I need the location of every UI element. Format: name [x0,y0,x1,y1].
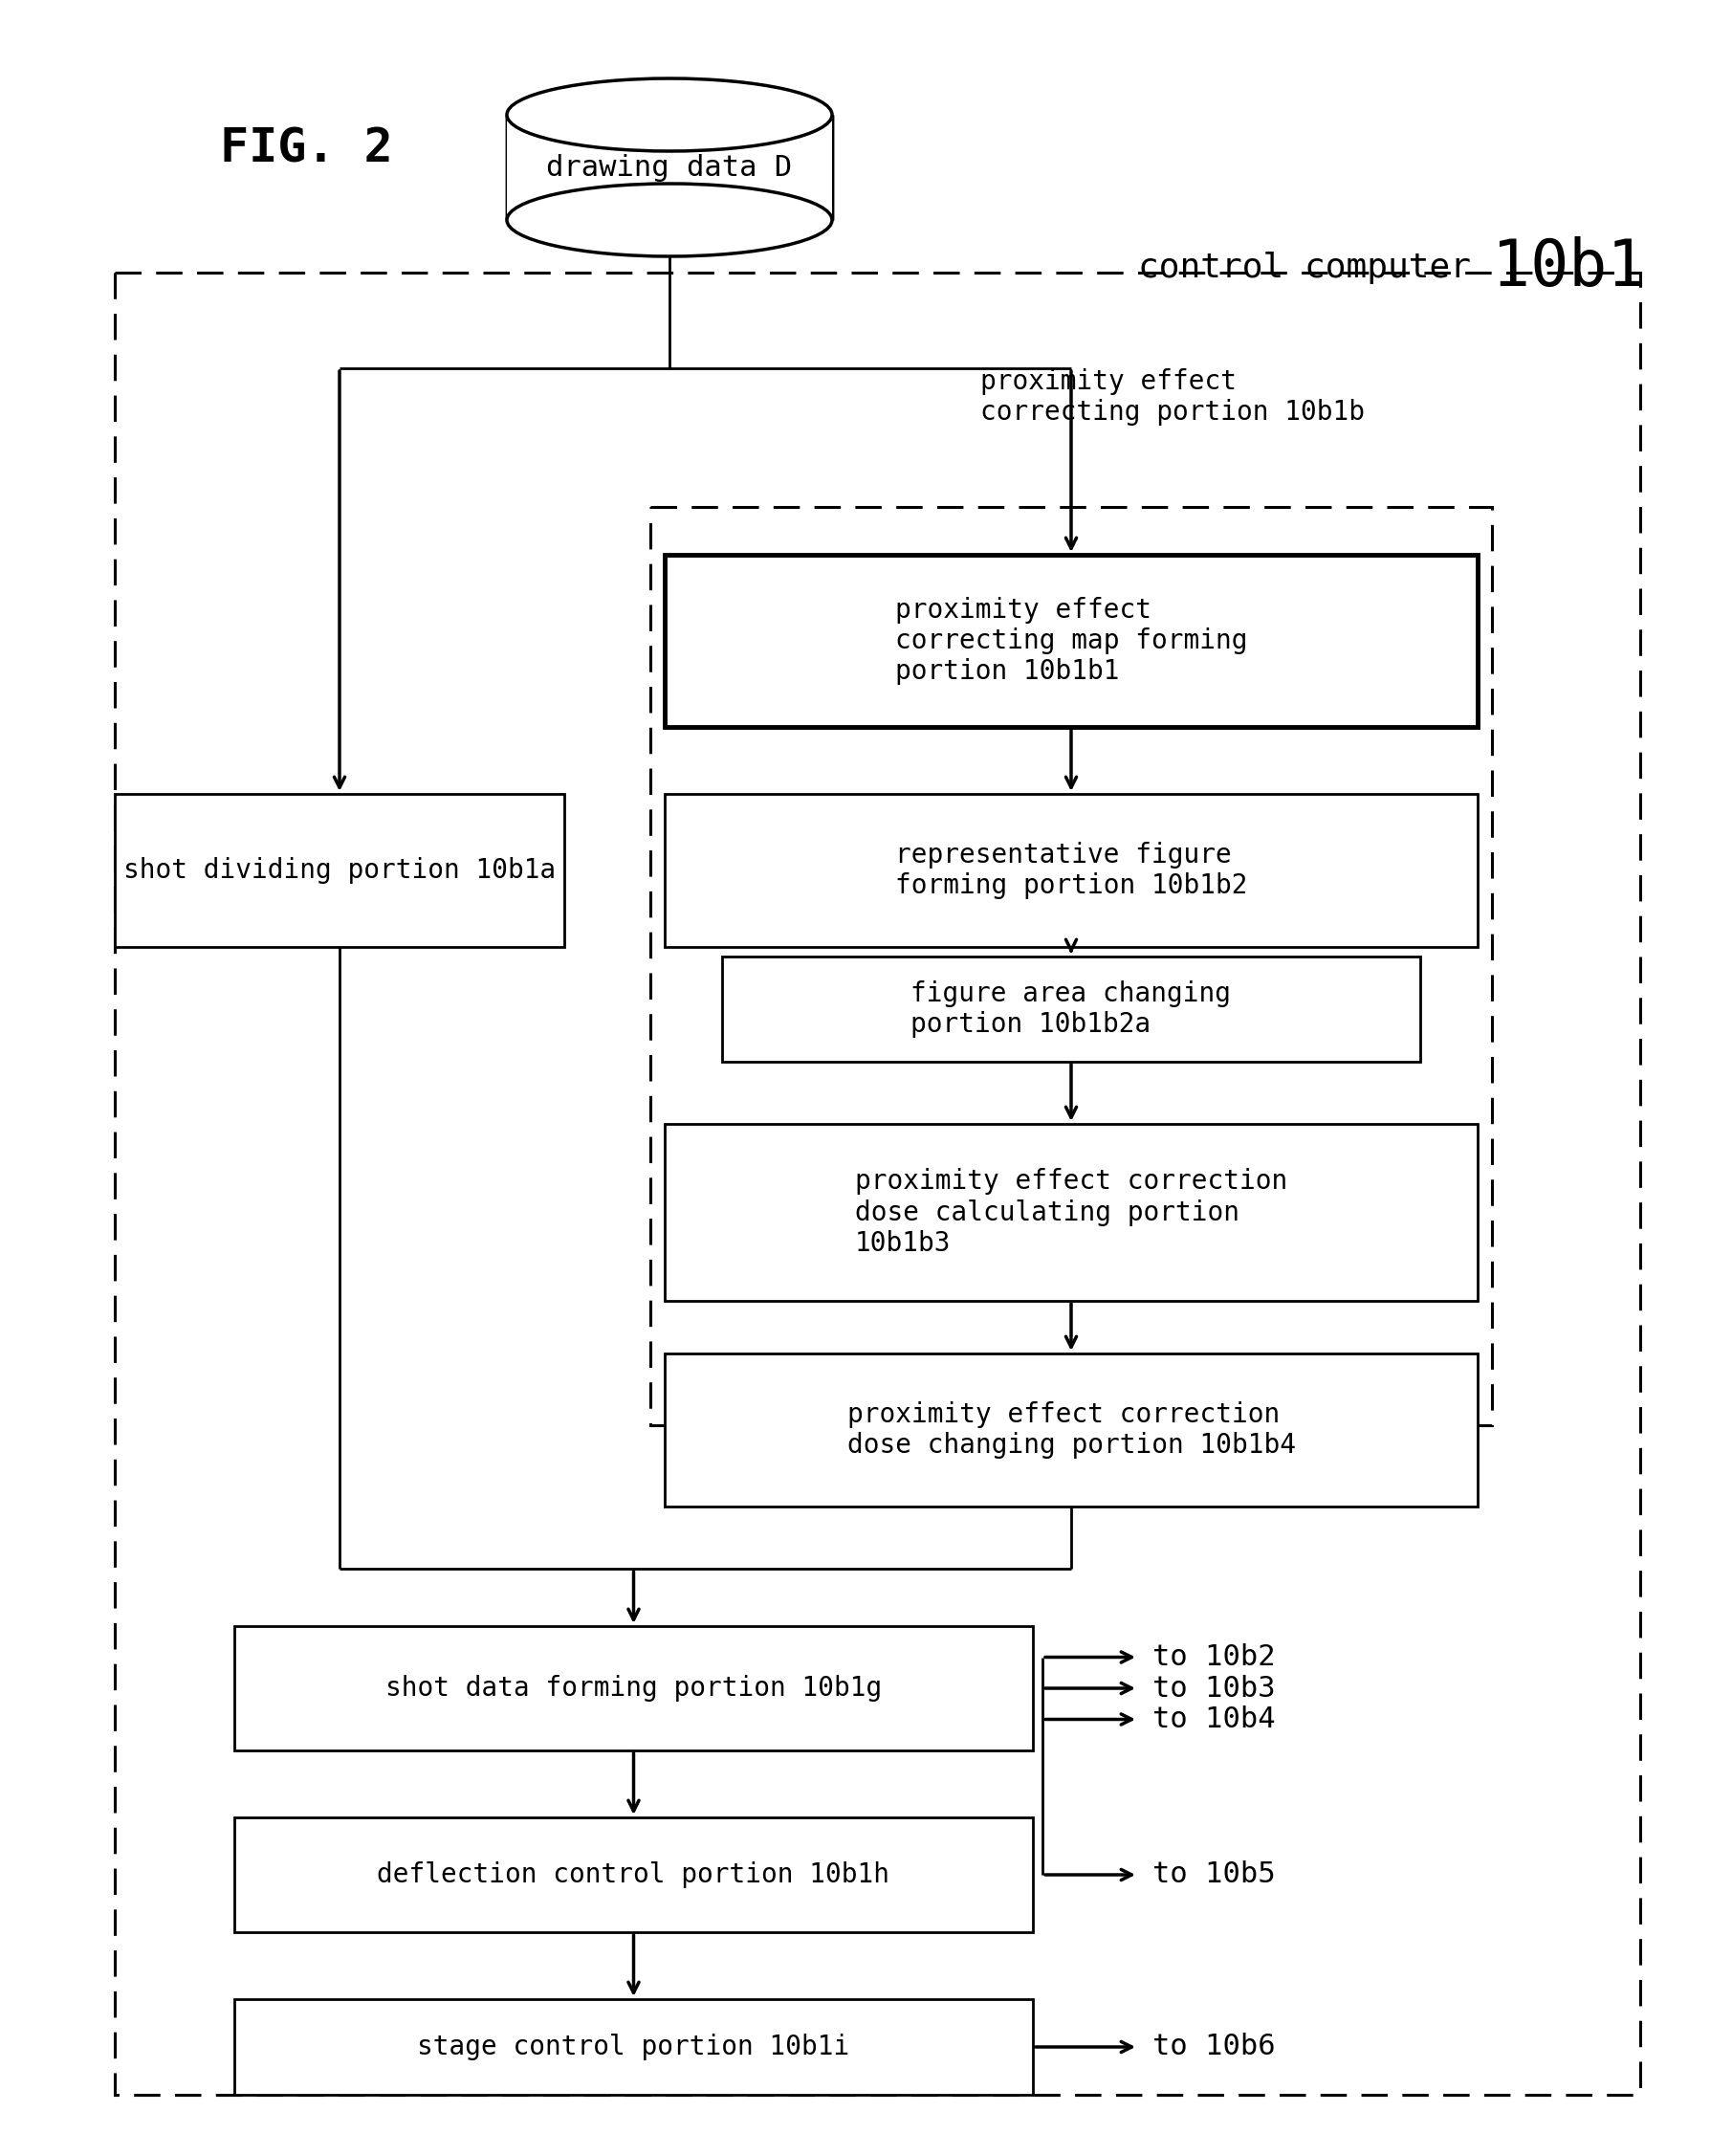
Text: drawing data D: drawing data D [547,153,793,181]
FancyBboxPatch shape [722,957,1420,1061]
Ellipse shape [507,183,831,257]
Text: to 10b2: to 10b2 [1152,1643,1275,1671]
FancyBboxPatch shape [665,793,1477,946]
Text: proximity effect correction
dose changing portion 10b1b4: proximity effect correction dose changin… [847,1401,1296,1460]
Text: FIG. 2: FIG. 2 [220,125,393,170]
Text: representative figure
forming portion 10b1b2: representative figure forming portion 10… [895,841,1247,899]
Text: to 10b3: to 10b3 [1152,1675,1275,1701]
Ellipse shape [507,78,831,151]
Text: 10b1: 10b1 [1491,237,1645,300]
FancyBboxPatch shape [665,1354,1477,1507]
FancyBboxPatch shape [665,1123,1477,1300]
Text: to 10b5: to 10b5 [1152,1861,1275,1889]
FancyBboxPatch shape [507,114,831,220]
Text: figure area changing
portion 10b1b2a: figure area changing portion 10b1b2a [911,981,1231,1037]
Text: proximity effect
correcting portion 10b1b: proximity effect correcting portion 10b1… [980,369,1365,425]
Text: to 10b6: to 10b6 [1152,2033,1275,2061]
FancyBboxPatch shape [114,272,1640,2096]
Text: to 10b4: to 10b4 [1152,1705,1275,1733]
FancyBboxPatch shape [650,507,1491,1425]
FancyBboxPatch shape [234,1626,1032,1751]
Text: shot dividing portion 10b1a: shot dividing portion 10b1a [123,858,556,884]
FancyBboxPatch shape [665,554,1477,727]
FancyBboxPatch shape [234,1999,1032,2096]
Text: control computer: control computer [1138,252,1491,285]
FancyBboxPatch shape [234,1818,1032,1932]
Text: proximity effect correction
dose calculating portion
10b1b3: proximity effect correction dose calcula… [856,1169,1287,1257]
Text: proximity effect
correcting map forming
portion 10b1b1: proximity effect correcting map forming … [895,597,1247,686]
Text: stage control portion 10b1i: stage control portion 10b1i [417,2033,850,2061]
Text: deflection control portion 10b1h: deflection control portion 10b1h [378,1861,890,1889]
Text: shot data forming portion 10b1g: shot data forming portion 10b1g [385,1675,882,1701]
FancyBboxPatch shape [114,793,565,946]
